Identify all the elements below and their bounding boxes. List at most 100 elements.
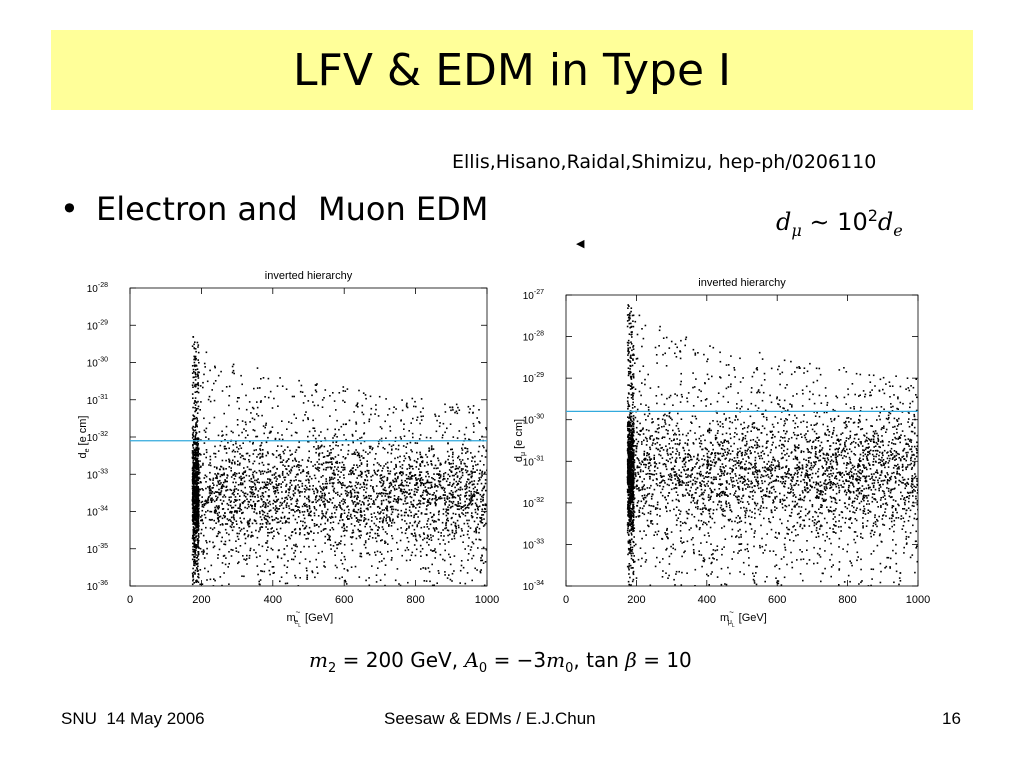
data-point [217,374,220,377]
data-point [298,479,300,482]
data-point [692,537,694,539]
data-point [215,495,217,498]
data-point [382,512,385,515]
data-point [252,486,255,488]
data-point [313,490,315,493]
data-point [286,428,288,430]
data-point [249,549,251,552]
data-point [196,531,198,534]
data-point [329,539,331,541]
relation-coef: 10 [837,208,868,236]
data-point [192,514,194,516]
data-point [306,578,308,580]
data-point [218,491,220,494]
data-point [630,552,632,555]
data-point [260,526,263,528]
data-point [356,466,359,469]
data-point [200,465,202,468]
data-point [643,413,646,416]
data-point [337,522,340,525]
data-point [472,467,474,470]
data-point [444,403,446,406]
data-point [444,543,446,545]
data-point [838,537,841,540]
data-point [308,499,311,502]
data-point [259,579,262,581]
data-point [369,451,371,454]
data-point [335,508,338,511]
data-point [480,521,482,524]
data-point [404,500,406,502]
data-point [442,477,445,480]
data-point [191,384,194,386]
data-point [232,444,235,446]
data-point [336,468,338,471]
data-point [795,458,798,460]
data-point [248,557,251,559]
data-point [436,485,438,487]
data-point [425,513,428,515]
data-point [459,498,461,501]
data-point [457,505,459,507]
data-point [332,545,335,547]
data-point [194,426,196,428]
data-point [808,440,810,443]
data-point [412,436,414,439]
data-point [377,469,380,472]
data-point [332,482,334,485]
data-point [275,476,277,478]
data-point [195,407,198,410]
data-point [317,466,319,469]
data-point [272,502,274,505]
data-point [223,448,226,450]
data-point [735,415,737,417]
data-point [478,505,481,508]
data-point [240,475,242,478]
data-point [390,484,393,486]
data-point [217,520,220,523]
data-point [322,456,325,458]
data-point [192,491,194,494]
data-point [198,466,200,469]
data-point [805,469,808,472]
data-point [196,493,198,496]
data-point [686,442,689,445]
data-point [464,494,466,497]
data-point [480,557,482,559]
data-point [392,411,395,414]
data-point [370,498,373,500]
data-point [351,532,354,534]
data-point [334,564,337,567]
data-point [193,343,195,346]
data-point [473,490,475,493]
data-point [380,503,383,506]
data-point [353,496,356,498]
data-point [382,482,385,484]
data-point [210,492,213,495]
data-point [192,520,195,522]
data-point [408,493,411,495]
data-point [293,465,296,467]
data-point [265,422,267,425]
data-point [705,398,708,400]
data-point [743,484,746,486]
data-point [193,543,195,546]
data-point [414,487,416,490]
data-point [478,527,481,530]
data-point [446,497,448,500]
data-point [233,517,235,519]
data-point [897,396,899,398]
data-point [459,569,462,572]
data-point [300,384,303,387]
data-point [298,506,300,509]
data-point [467,473,470,476]
data-point [397,498,399,500]
data-point [233,518,236,521]
data-point [248,479,251,482]
data-point [394,473,396,475]
data-point [213,500,216,503]
data-point [416,503,418,506]
data-point [197,576,199,578]
data-point [193,453,196,456]
data-point [254,486,257,489]
